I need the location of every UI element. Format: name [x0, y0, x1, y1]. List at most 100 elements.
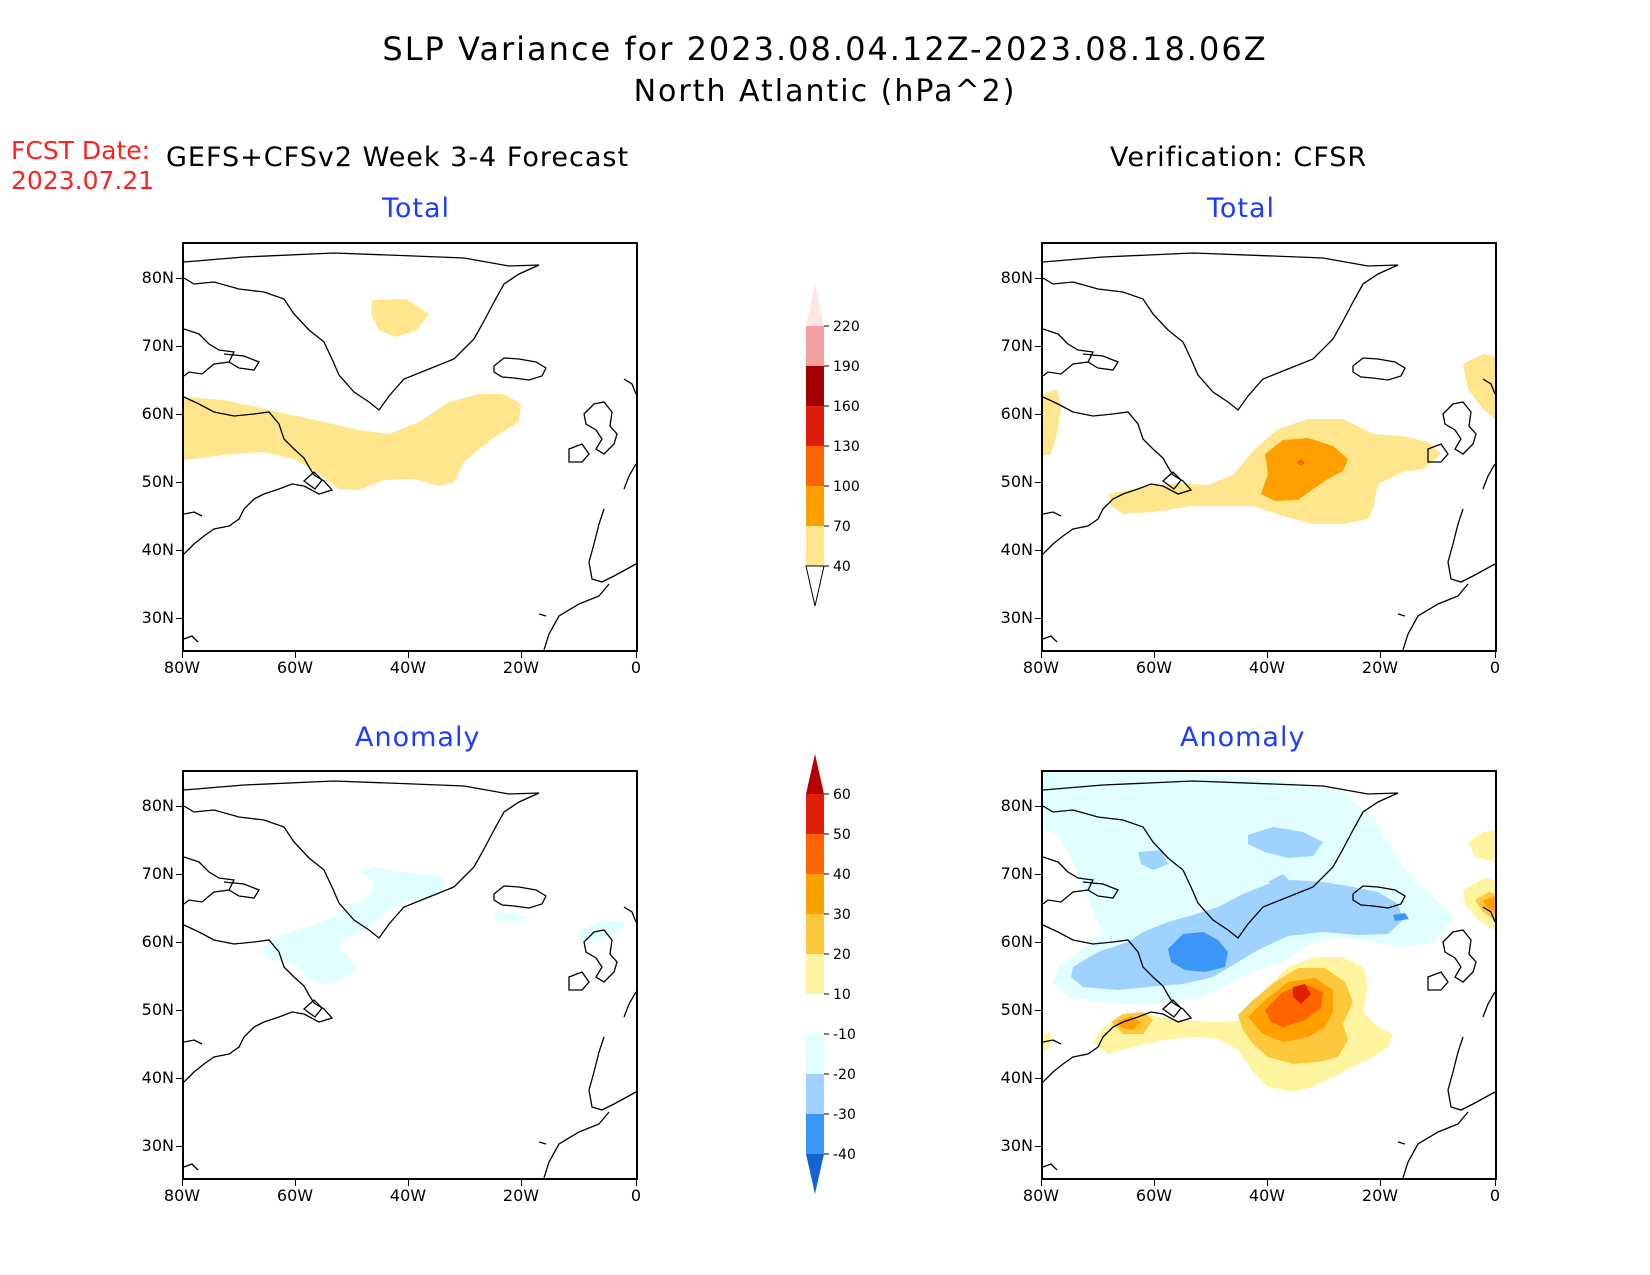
colorbar-segment [806, 284, 824, 326]
lat-tick-mark [176, 618, 182, 619]
lon-tick-mark [1267, 1180, 1268, 1186]
figure-title: SLP Variance for 2023.08.04.12Z-2023.08.… [382, 30, 1268, 68]
colorbar-segment [806, 794, 824, 834]
forecast-anomaly-title: Anomaly [355, 722, 481, 753]
lon-tick-mark [1380, 1180, 1381, 1186]
lat-tick-mark [1035, 942, 1041, 943]
colorbar-segment [806, 1154, 824, 1194]
lon-tick-label: 0 [1489, 658, 1501, 677]
lon-tick-mark [408, 1180, 409, 1186]
lat-tick-label: 30N [141, 1136, 174, 1155]
lat-tick-mark [1035, 414, 1041, 415]
lat-tick-label: 60N [141, 404, 174, 423]
colorbar-label: 100 [833, 479, 860, 495]
fcst-date-value: 2023.07.21 [11, 166, 155, 195]
colorbar-label: 10 [833, 987, 851, 1003]
lat-tick-label: 80N [1000, 268, 1033, 287]
lat-tick-label: 40N [1000, 1068, 1033, 1087]
colorbar-segment [806, 526, 824, 566]
shading-neg20 [1071, 880, 1403, 990]
lat-tick-label: 30N [141, 608, 174, 627]
forecast-anomaly-map [182, 770, 638, 1180]
lon-tick-mark [295, 652, 296, 658]
lat-tick-mark [176, 414, 182, 415]
colorbar-segment [806, 406, 824, 446]
colorbar-segment [806, 1034, 824, 1074]
lat-tick-mark [1035, 1146, 1041, 1147]
lon-tick-mark [636, 652, 637, 658]
colorbar-label: -20 [833, 1067, 856, 1083]
colorbar-anomaly: 60 50 40 30 20 10 -10 -20 -30 -40 [800, 752, 890, 1207]
lon-tick-mark [1154, 1180, 1155, 1186]
colorbar-segment [806, 914, 824, 954]
shading-40c [1463, 354, 1495, 419]
lat-tick-mark [1035, 1078, 1041, 1079]
lon-tick-mark [1495, 1180, 1496, 1186]
shading-100 [1297, 459, 1305, 466]
colorbar-segment [805, 565, 825, 607]
shading-10b [1468, 830, 1495, 862]
lon-tick-label: 80W [1022, 658, 1060, 677]
colorbar-segment [806, 446, 824, 486]
lat-tick-label: 80N [1000, 796, 1033, 815]
shading-40b [371, 299, 429, 337]
lon-tick-label: 40W [1248, 658, 1286, 677]
lon-tick-label: 40W [389, 1186, 427, 1205]
lat-tick-label: 70N [1000, 336, 1033, 355]
colorbar-segment [806, 486, 824, 526]
forecast-column-heading: GEFS+CFSv2 Week 3-4 Forecast [166, 142, 630, 173]
fcst-date: FCST Date: 2023.07.21 [11, 136, 154, 196]
colorbar-segment [806, 754, 824, 794]
lon-tick-mark [1154, 652, 1155, 658]
lat-tick-label: 60N [1000, 932, 1033, 951]
lon-tick-label: 60W [276, 658, 314, 677]
lat-tick-label: 70N [1000, 864, 1033, 883]
lat-tick-label: 50N [1000, 1000, 1033, 1019]
lat-tick-mark [176, 346, 182, 347]
lon-tick-label: 20W [502, 1186, 540, 1205]
lon-tick-mark [1267, 652, 1268, 658]
lon-tick-mark [636, 1180, 637, 1186]
colorbar-label: 40 [833, 867, 851, 883]
lon-tick-label: 0 [1489, 1186, 1501, 1205]
colorbar-segment [806, 1114, 824, 1154]
lat-tick-mark [176, 550, 182, 551]
verification-anomaly-title: Anomaly [1180, 722, 1306, 753]
lat-tick-label: 80N [141, 796, 174, 815]
lat-tick-label: 40N [141, 540, 174, 559]
lat-tick-mark [176, 482, 182, 483]
verification-total-title: Total [1207, 193, 1276, 224]
colorbar-label: 60 [833, 787, 851, 803]
lon-tick-label: 0 [630, 658, 642, 677]
lon-tick-mark [1495, 652, 1496, 658]
lon-tick-mark [521, 652, 522, 658]
lon-tick-label: 20W [1361, 658, 1399, 677]
lon-tick-label: 80W [163, 658, 201, 677]
figure-subtitle: North Atlantic (hPa^2) [633, 74, 1017, 109]
colorbar-label: 70 [833, 519, 851, 535]
lon-tick-mark [521, 1180, 522, 1186]
lon-tick-label: 60W [1135, 658, 1173, 677]
lon-tick-mark [1041, 652, 1042, 658]
lat-tick-label: 50N [1000, 472, 1033, 491]
lon-tick-label: 80W [1022, 1186, 1060, 1205]
forecast-total-map [182, 242, 638, 652]
colorbar-label: -10 [833, 1027, 856, 1043]
lon-tick-label: 0 [630, 1186, 642, 1205]
lat-tick-mark [176, 1146, 182, 1147]
lon-tick-mark [295, 1180, 296, 1186]
shading-neg20d [1268, 874, 1293, 890]
lat-tick-mark [1035, 806, 1041, 807]
forecast-total-title: Total [382, 193, 451, 224]
lat-tick-mark [176, 278, 182, 279]
lat-tick-label: 60N [141, 932, 174, 951]
lat-tick-mark [176, 1010, 182, 1011]
lat-tick-label: 40N [1000, 540, 1033, 559]
lat-tick-label: 40N [141, 1068, 174, 1087]
colorbar-segment [806, 954, 824, 994]
shading-70 [1261, 438, 1348, 501]
lat-tick-label: 30N [1000, 608, 1033, 627]
lon-tick-mark [182, 652, 183, 658]
colorbar-segment [806, 994, 824, 1034]
shading-neg20c [1138, 850, 1168, 870]
